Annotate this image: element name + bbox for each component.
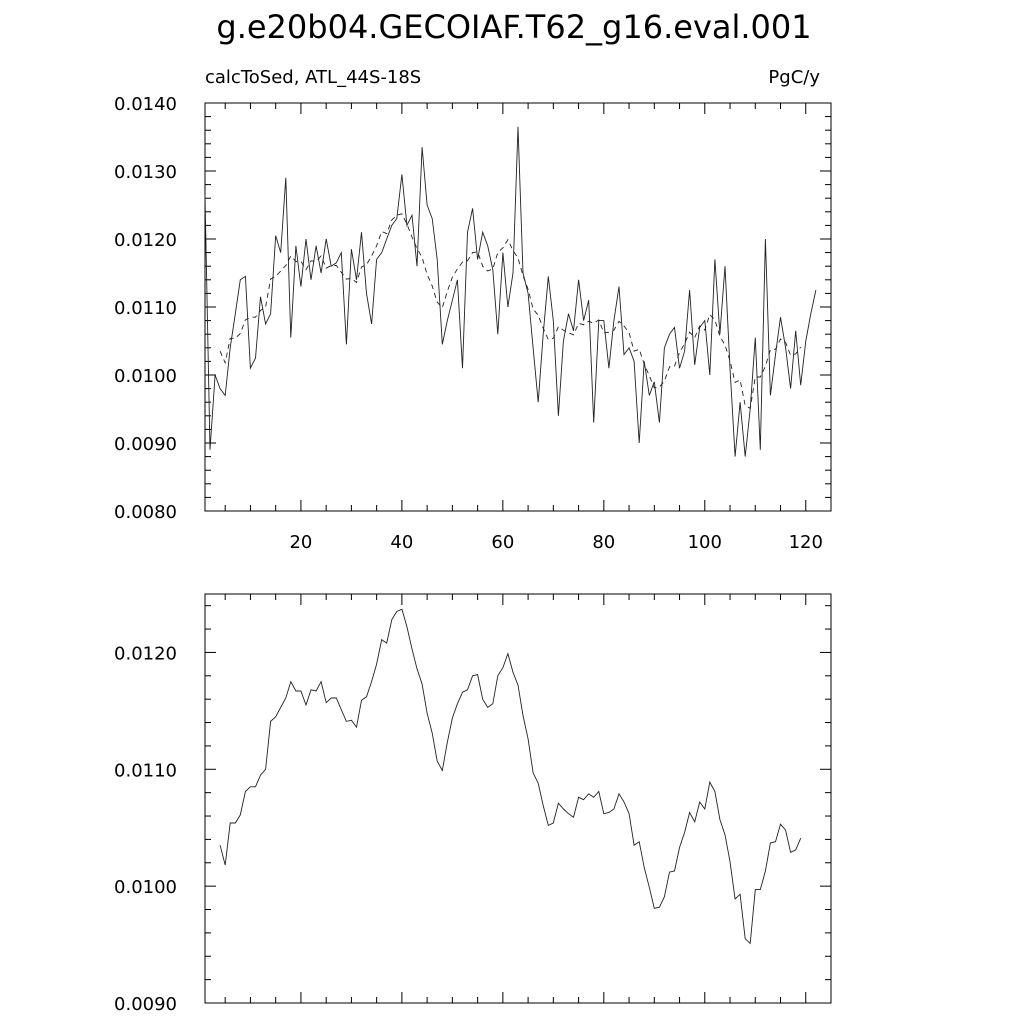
plot-frame xyxy=(204,102,832,512)
y-tick-label: 0.0120 xyxy=(114,643,177,664)
y-tick-label: 0.0140 xyxy=(114,94,177,115)
x-tick-label: 80 xyxy=(592,532,615,553)
y-tick-label: 0.0090 xyxy=(114,994,177,1015)
left-subtitle: calcToSed, ATL_44S-18S xyxy=(205,67,421,88)
y-tick-label: 0.0130 xyxy=(114,162,177,183)
x-tick-label: 60 xyxy=(491,532,514,553)
running-mean-line xyxy=(219,213,802,409)
y-tick-label: 0.0110 xyxy=(114,760,177,781)
y-tick-label: 0.0120 xyxy=(114,230,177,251)
x-tick-label: 40 xyxy=(390,532,413,553)
y-tick-label: 0.0090 xyxy=(114,434,177,455)
x-tick-label: 120 xyxy=(789,532,823,553)
plot-frame xyxy=(204,593,832,1004)
top-panel: 20 40 60 80 100 120 0.0080 0.0090 0.0100 0.0110 0.… xyxy=(114,94,832,553)
y-tick-label: 0.0110 xyxy=(114,298,177,319)
series-line xyxy=(219,608,802,945)
x-tick-label: 20 xyxy=(289,532,312,553)
chart-title: g.e20b04.GECOIAF.T62_g16.eval.001 xyxy=(216,8,811,46)
series-line xyxy=(204,126,817,457)
bottom-panel: 0.0090 0.0100 0.0110 0.0120 xyxy=(114,593,832,1015)
x-tick-label: 100 xyxy=(688,532,722,553)
y-tick-label: 0.0100 xyxy=(114,877,177,898)
y-tick-label: 0.0100 xyxy=(114,366,177,387)
y-tick-label: 0.0080 xyxy=(114,502,177,523)
right-subtitle: PgC/y xyxy=(768,67,820,88)
